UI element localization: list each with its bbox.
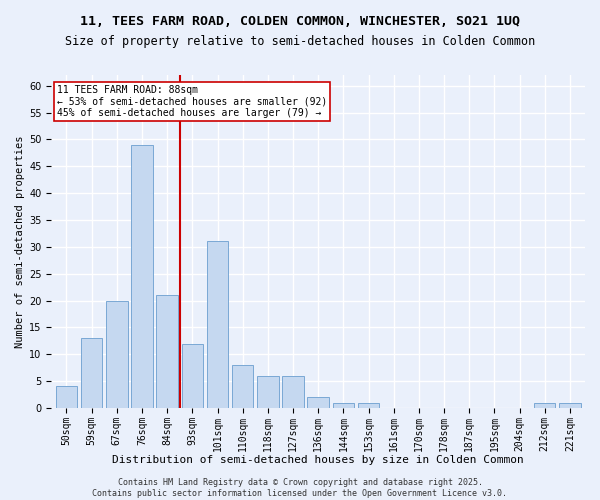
Text: Contains HM Land Registry data © Crown copyright and database right 2025.
Contai: Contains HM Land Registry data © Crown c…	[92, 478, 508, 498]
Text: 11, TEES FARM ROAD, COLDEN COMMON, WINCHESTER, SO21 1UQ: 11, TEES FARM ROAD, COLDEN COMMON, WINCH…	[80, 15, 520, 28]
Text: 11 TEES FARM ROAD: 88sqm
← 53% of semi-detached houses are smaller (92)
45% of s: 11 TEES FARM ROAD: 88sqm ← 53% of semi-d…	[57, 85, 327, 118]
Bar	[81, 338, 103, 408]
Bar	[283, 376, 304, 408]
Bar	[207, 242, 228, 408]
Y-axis label: Number of semi-detached properties: Number of semi-detached properties	[15, 135, 25, 348]
Bar	[131, 145, 152, 408]
Bar	[157, 295, 178, 408]
Bar	[358, 402, 379, 408]
Bar	[232, 365, 253, 408]
Text: Size of property relative to semi-detached houses in Colden Common: Size of property relative to semi-detach…	[65, 35, 535, 48]
X-axis label: Distribution of semi-detached houses by size in Colden Common: Distribution of semi-detached houses by …	[112, 455, 524, 465]
Bar	[332, 402, 354, 408]
Bar	[182, 344, 203, 408]
Bar	[257, 376, 278, 408]
Bar	[106, 300, 128, 408]
Bar	[56, 386, 77, 408]
Bar	[307, 397, 329, 408]
Bar	[559, 402, 581, 408]
Bar	[534, 402, 556, 408]
